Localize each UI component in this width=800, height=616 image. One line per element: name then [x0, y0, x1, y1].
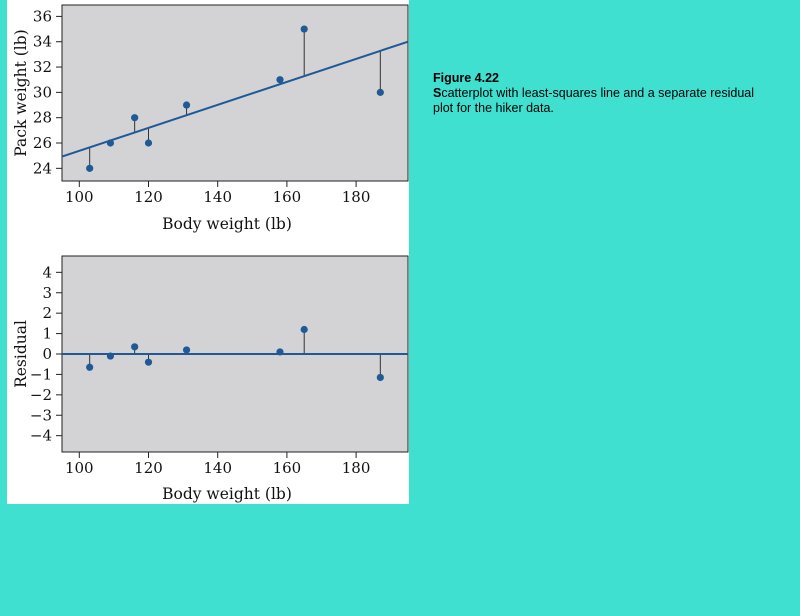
data-point	[131, 114, 139, 122]
y-tick-label: −3	[30, 406, 52, 424]
least-squares-line	[62, 40, 408, 158]
caption-title: Figure 4.22	[433, 71, 499, 85]
data-point	[182, 101, 191, 109]
x-tick-label: 180	[342, 188, 371, 206]
residual-plot-chart: 100 120 140 160 180 4 3 2 1 0 −1 −2 −3 −4 Body weight …	[12, 255, 409, 503]
y-tick-label: 32	[33, 58, 52, 76]
x-axis-label: Body weight (lb)	[162, 485, 292, 503]
data-point	[376, 88, 384, 96]
data-point	[144, 139, 153, 147]
data-point	[106, 352, 115, 360]
y-axis-label: Pack weight (lb)	[12, 29, 30, 156]
x-tick-label: 140	[203, 459, 232, 477]
data-point	[300, 25, 308, 33]
y-tick-label: 28	[33, 109, 52, 127]
y-tick-label: 30	[33, 83, 52, 101]
x-tick-label: 100	[65, 459, 94, 477]
x-tick-label: 120	[134, 459, 163, 477]
y-tick-label: 26	[33, 134, 52, 152]
data-point	[131, 343, 139, 351]
data-point	[376, 373, 384, 382]
x-tick-label: 100	[65, 188, 94, 206]
y-axis-label: Residual	[12, 320, 30, 388]
y-tick-label: −1	[30, 365, 52, 383]
data-point	[276, 76, 284, 84]
data-point	[182, 346, 191, 354]
caption-text: Scatterplot with least-squares line and …	[433, 86, 755, 115]
data-point	[86, 164, 94, 172]
y-tick-label: 0	[42, 345, 52, 363]
y-tick-label: 36	[33, 7, 52, 25]
scatterplot-chart: 100 120 140 160 180 24 26 28 30 32 34 36 Body weight…	[12, 4, 409, 233]
x-tick-label: 160	[273, 459, 302, 477]
y-tick-label: 24	[33, 159, 52, 177]
data-point	[300, 325, 308, 334]
y-tick-label: 4	[42, 263, 52, 281]
y-tick-label: 34	[33, 33, 52, 51]
data-point	[144, 358, 153, 366]
plot-marks	[62, 25, 408, 172]
y-tick-label: −2	[30, 386, 52, 404]
data-point	[86, 363, 94, 371]
plot-area	[61, 4, 409, 182]
x-tick-label: 180	[342, 459, 371, 477]
plot-marks	[62, 325, 408, 382]
data-point	[276, 348, 284, 356]
data-point	[106, 139, 115, 147]
x-tick-label: 120	[134, 188, 163, 206]
x-axis-label: Body weight (lb)	[162, 215, 292, 233]
y-tick-label: 2	[42, 304, 52, 322]
y-tick-label: −4	[30, 427, 52, 445]
figure-caption: Figure 4.22 Scatterplot with least-squar…	[433, 71, 763, 116]
figure-panel: 100 120 140 160 180 24 26 28 30 32 34 36 Body weight…	[7, 0, 409, 504]
y-tick-label: 1	[42, 325, 52, 343]
x-tick-label: 160	[273, 188, 302, 206]
x-tick-label: 140	[203, 188, 232, 206]
y-tick-label: 3	[42, 284, 52, 302]
